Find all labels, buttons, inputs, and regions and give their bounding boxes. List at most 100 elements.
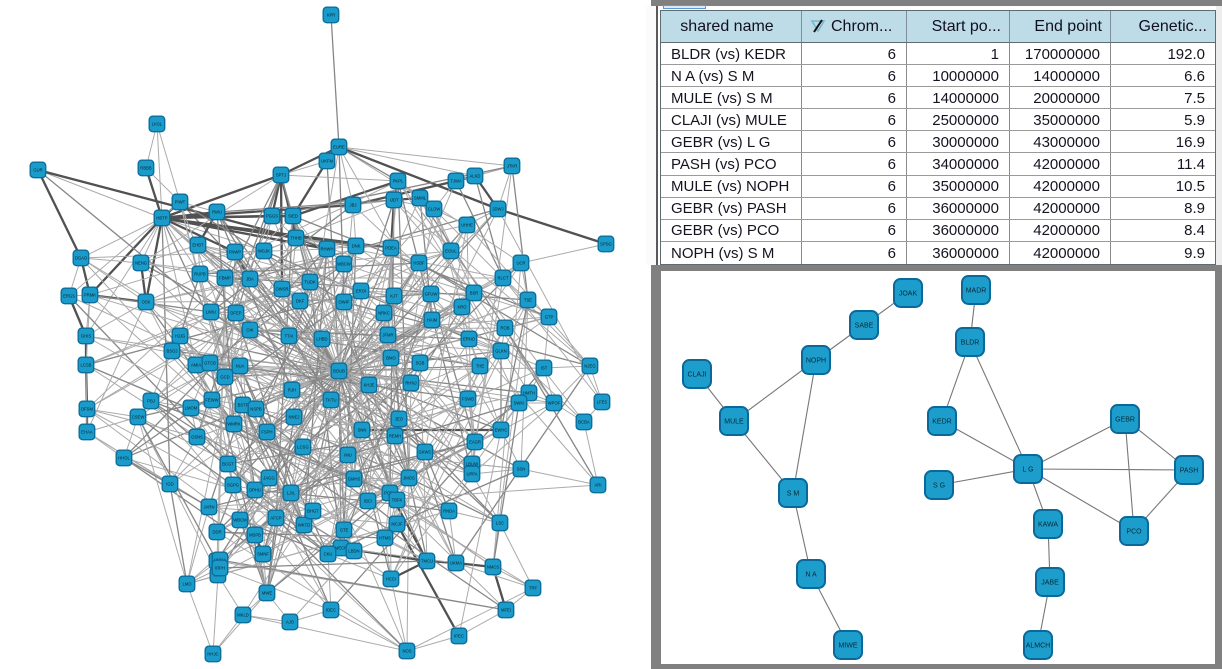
svg-text:GCD: GCD — [220, 375, 229, 380]
svg-text:GTE: GTE — [340, 528, 349, 533]
svg-text:EWHC: EWHC — [495, 428, 508, 433]
svg-text:KHJE: KHJE — [364, 383, 375, 388]
svg-text:RWU: RWU — [212, 210, 222, 215]
svg-text:PKPL: PKPL — [393, 179, 404, 184]
svg-text:TRF: TRF — [529, 586, 538, 591]
svg-text:WBCM: WBCM — [233, 518, 247, 523]
svg-text:WKTD: WKTD — [298, 523, 310, 528]
svg-text:BMO: BMO — [386, 356, 396, 361]
svg-text:OSNS: OSNS — [191, 435, 203, 440]
svg-text:UKFM: UKFM — [321, 159, 333, 164]
svg-text:AFCP: AFCP — [270, 516, 281, 521]
svg-text:SMML: SMML — [414, 196, 427, 201]
svg-text:FNWP: FNWP — [229, 250, 242, 255]
svg-text:ERGS: ERGS — [63, 294, 75, 299]
svg-text:JTKR: JTKR — [507, 164, 517, 169]
svg-text:BSR: BSR — [470, 291, 479, 296]
svg-text:PDEA: PDEA — [385, 246, 397, 251]
svg-text:EAGR: EAGR — [469, 440, 481, 445]
svg-text:LKSL: LKSL — [152, 122, 163, 127]
svg-text:EHBT: EHBT — [192, 243, 204, 248]
svg-text:IBCI: IBCI — [364, 499, 372, 504]
svg-text:SWKI: SWKI — [514, 401, 525, 406]
svg-text:UPPA: UPPA — [466, 472, 477, 477]
svg-text:OWIF: OWIF — [339, 300, 350, 305]
svg-text:MFEI: MFEI — [501, 608, 511, 613]
svg-text:IOPH: IOPH — [215, 566, 225, 571]
svg-text:UKMA: UKMA — [450, 561, 462, 566]
svg-text:GHIS: GHIS — [81, 334, 91, 339]
svg-text:UCR: UCR — [516, 261, 525, 266]
svg-text:JBJ: JBJ — [350, 203, 357, 208]
svg-text:OWSR: OWSR — [275, 287, 288, 292]
svg-text:DFSM: DFSM — [81, 407, 93, 412]
svg-text:JDWJ: JDWJ — [492, 207, 503, 212]
svg-text:SGPG: SGPG — [227, 483, 239, 488]
svg-text:FSWB: FSWB — [462, 397, 474, 402]
svg-text:ARI: ARI — [595, 483, 602, 488]
svg-text:PBJ: PBJ — [147, 399, 155, 404]
svg-text:BCBA: BCBA — [578, 420, 590, 425]
svg-text:LCSG: LCSG — [297, 445, 308, 450]
svg-text:DPHU: DPHU — [249, 488, 261, 493]
svg-text:RLCT: RLCT — [498, 276, 509, 281]
svg-text:GLKN: GLKN — [495, 349, 506, 354]
svg-text:OSK: OSK — [142, 300, 151, 305]
svg-text:NJEG: NJEG — [584, 364, 595, 369]
svg-text:LBDN: LBDN — [348, 549, 359, 554]
svg-text:AMIA: AMIA — [191, 363, 201, 368]
svg-text:RHNJ: RHNJ — [405, 381, 416, 386]
svg-text:WBCW: WBCW — [337, 262, 351, 267]
svg-text:NOS: NOS — [402, 649, 411, 654]
svg-text:KJT: KJT — [390, 294, 398, 299]
svg-text:LHBD: LHBD — [316, 337, 327, 342]
svg-text:ERNO: ERNO — [463, 337, 476, 342]
svg-text:TKTU: TKTU — [326, 398, 337, 403]
svg-text:RUPB: RUPB — [194, 272, 206, 277]
svg-text:HSBF: HSBF — [413, 261, 425, 266]
svg-text:DFEP: DFEP — [230, 311, 241, 316]
svg-text:HAIM: HAIM — [427, 318, 438, 323]
svg-text:TJWA: TJWA — [450, 179, 461, 184]
svg-text:THE: THE — [476, 364, 485, 369]
svg-text:LBUW: LBUW — [466, 462, 478, 467]
svg-text:BOUB: BOUB — [333, 369, 345, 374]
svg-text:MECR: MECR — [335, 546, 347, 551]
svg-text:NSPB: NSPB — [250, 407, 262, 412]
svg-text:JBA: JBA — [246, 277, 254, 282]
svg-text:LMOM: LMOM — [185, 406, 198, 411]
svg-text:LCSB: LCSB — [81, 363, 92, 368]
svg-text:OIK: OIK — [246, 328, 253, 333]
svg-text:EHAA: EHAA — [81, 430, 93, 435]
svg-text:DKF: DKF — [296, 299, 305, 304]
svg-text:IDEC: IDEC — [326, 608, 336, 613]
svg-text:MKLD: MKLD — [237, 613, 249, 618]
svg-text:IPEC: IPEC — [454, 634, 464, 639]
svg-text:TTAI: TTAI — [285, 334, 294, 339]
svg-text:HBTP: HBTP — [156, 216, 167, 221]
svg-text:NRKC: NRKC — [378, 311, 390, 316]
svg-text:THHB: THHB — [290, 236, 302, 241]
svg-text:JEO: JEO — [395, 417, 404, 422]
svg-text:UHHE: UHHE — [461, 223, 473, 228]
svg-text:RHWH: RHWH — [320, 247, 333, 252]
svg-text:LSC: LSC — [496, 521, 504, 526]
svg-text:BSOJ: BSOJ — [167, 349, 178, 354]
svg-text:LJIL: LJIL — [287, 491, 296, 496]
svg-text:GFUW: GFUW — [425, 292, 438, 297]
svg-text:IST: IST — [541, 366, 548, 371]
svg-text:ALKD: ALKD — [470, 174, 481, 179]
svg-text:MWE: MWE — [262, 591, 272, 596]
svg-text:FSPH: FSPH — [261, 430, 272, 435]
svg-text:JARN: JARN — [204, 505, 215, 510]
svg-text:PRMK: PRMK — [84, 293, 96, 298]
svg-text:CSEW: CSEW — [132, 415, 145, 420]
svg-text:PGGS: PGGS — [266, 214, 278, 219]
svg-text:TUDK: TUDK — [304, 280, 316, 285]
svg-text:RNDA: RNDA — [443, 509, 455, 514]
svg-text:JMOS: JMOS — [403, 476, 415, 481]
svg-text:DGAO: DGAO — [75, 256, 88, 261]
svg-text:RBBB: RBBB — [140, 166, 152, 171]
svg-text:DDR: DDR — [212, 530, 221, 535]
svg-text:EOUL: EOUL — [445, 249, 457, 254]
